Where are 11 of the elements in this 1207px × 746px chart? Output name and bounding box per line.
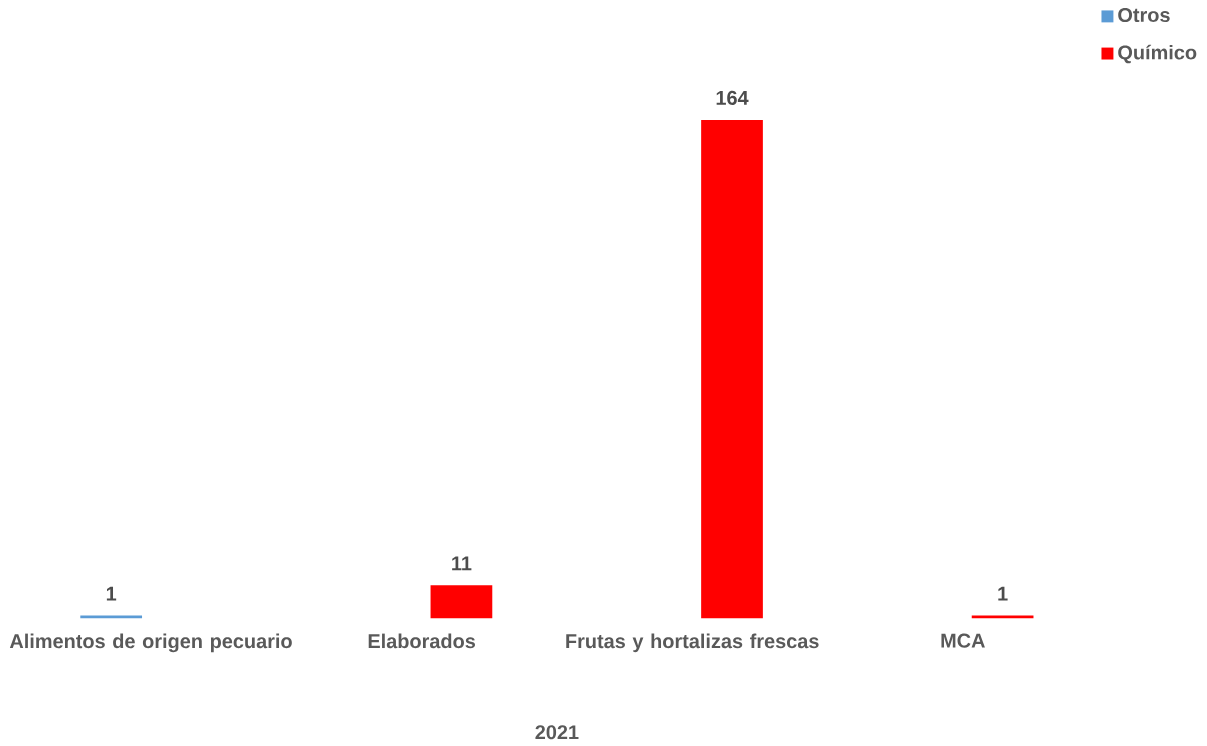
legend-label: Químico	[1118, 44, 1197, 64]
data-label: 1	[998, 586, 1008, 601]
x-tick-label: MCA	[941, 633, 985, 648]
x-tick-label: Alimentos de origen pecuario	[9, 633, 292, 653]
data-label: 11	[452, 556, 472, 571]
x-axis-title: 2021	[535, 725, 579, 740]
data-label: 1	[106, 586, 117, 601]
x-tick-label: Elaborados	[368, 633, 476, 649]
legend-label: Otros	[1118, 7, 1170, 23]
x-tick-label: Frutas y hortalizas frescas	[566, 633, 819, 653]
data-label: 164	[716, 90, 749, 105]
